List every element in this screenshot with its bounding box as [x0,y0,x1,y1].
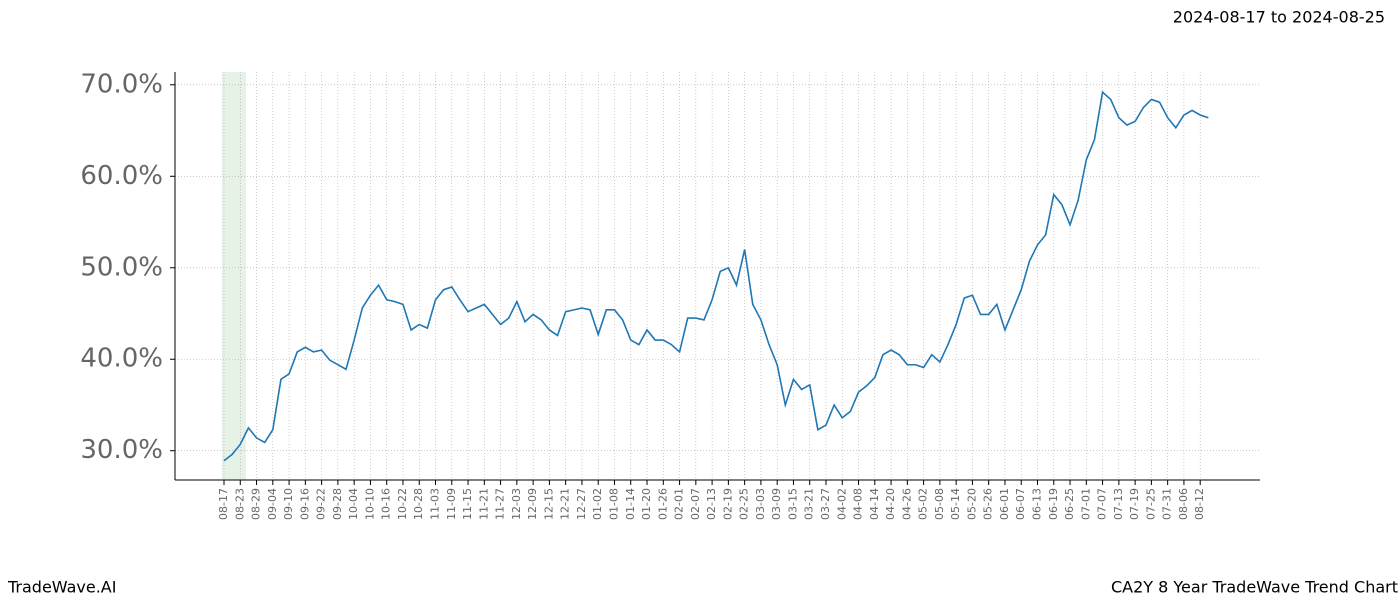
x-tick-label: 03-15 [786,488,799,520]
x-tick-label: 10-28 [412,488,425,520]
x-tick-label: 11-03 [429,488,442,520]
x-tick-label: 09-22 [315,488,328,520]
x-tick-label: 01-20 [640,488,653,520]
x-tick-label: 12-15 [542,488,555,520]
line [223,90,1209,462]
footer-right: CA2Y 8 Year TradeWave Trend Chart [1111,578,1398,597]
x-tick-label: 05-08 [933,488,946,520]
x-tick-label: 11-15 [461,488,474,520]
x-tick-label: 12-09 [526,488,539,520]
x-tick-label: 07-25 [1144,488,1157,520]
x-tick-label: 06-07 [1014,488,1027,520]
y-tick-label: 60.0% [80,161,163,191]
x-tick-label: 04-02 [835,488,848,520]
x-tick-label: 09-28 [331,488,344,520]
x-tick-label: 03-03 [754,488,767,520]
x-tick-label: 06-25 [1063,488,1076,520]
x-tick-label: 05-02 [917,488,930,520]
x-tick-label: 07-07 [1096,488,1109,520]
x-tick-label: 03-21 [803,488,816,520]
x-tick-label: 11-21 [477,488,490,520]
x-tick-label: 08-12 [1193,488,1206,520]
x-tick-label: 06-13 [1031,488,1044,520]
footer-left: TradeWave.AI [7,578,116,597]
x-tick-label: 06-01 [998,488,1011,520]
x-tick-label: 12-27 [575,488,588,520]
x-tick-label: 12-03 [510,488,523,520]
x-tick-label: 10-16 [380,488,393,520]
x-tick-label: 07-31 [1161,488,1174,520]
y-tick-label: 30.0% [80,435,163,465]
x-tick-label: 10-04 [347,488,360,520]
x-tick-label: 05-14 [949,488,962,520]
x-tick-label: 11-09 [445,488,458,520]
x-tick-label: 08-06 [1177,488,1190,520]
x-tick-label: 08-29 [250,488,263,520]
x-tick-label: 05-26 [982,488,995,520]
x-tick-label: 03-09 [770,488,783,520]
x-tick-label: 10-22 [396,488,409,520]
y-tick-label: 50.0% [80,252,163,282]
x-tick-label: 07-13 [1112,488,1125,520]
x-tick-label: 08-23 [233,488,246,520]
x-tick-label: 02-19 [721,488,734,520]
x-tick-label: 12-21 [559,488,572,520]
x-tick-label: 01-26 [656,488,669,520]
y-tick-label: 40.0% [80,344,163,374]
x-tick-label: 03-27 [819,488,832,520]
highlight-band [222,72,246,480]
y-tick-label: 70.0% [80,69,163,99]
x-tick-label: 05-20 [965,488,978,520]
x-tick-label: 09-04 [266,488,279,520]
x-tick-label: 09-16 [298,488,311,520]
x-tick-label: 10-10 [363,488,376,520]
x-tick-label: 11-27 [494,488,507,520]
x-tick-label: 01-14 [624,488,637,520]
x-tick-label: 01-02 [591,488,604,520]
x-tick-label: 04-14 [868,488,881,520]
x-tick-label: 02-07 [689,488,702,520]
chart-subtitle: 2024-08-17 to 2024-08-25 [1173,8,1385,27]
x-tick-label: 04-26 [900,488,913,520]
x-tick-label: 02-13 [705,488,718,520]
x-tick-label: 02-01 [673,488,686,520]
x-tick-label: 01-08 [607,488,620,520]
x-tick-label: 06-19 [1047,488,1060,520]
x-tick-label: 02-25 [738,488,751,520]
x-tick-label: 07-01 [1079,488,1092,520]
x-tick-label: 07-19 [1128,488,1141,520]
x-tick-label: 04-20 [884,488,897,520]
x-tick-label: 04-08 [852,488,865,520]
x-tick-label: 08-17 [217,488,230,520]
x-tick-label: 09-10 [282,488,295,520]
